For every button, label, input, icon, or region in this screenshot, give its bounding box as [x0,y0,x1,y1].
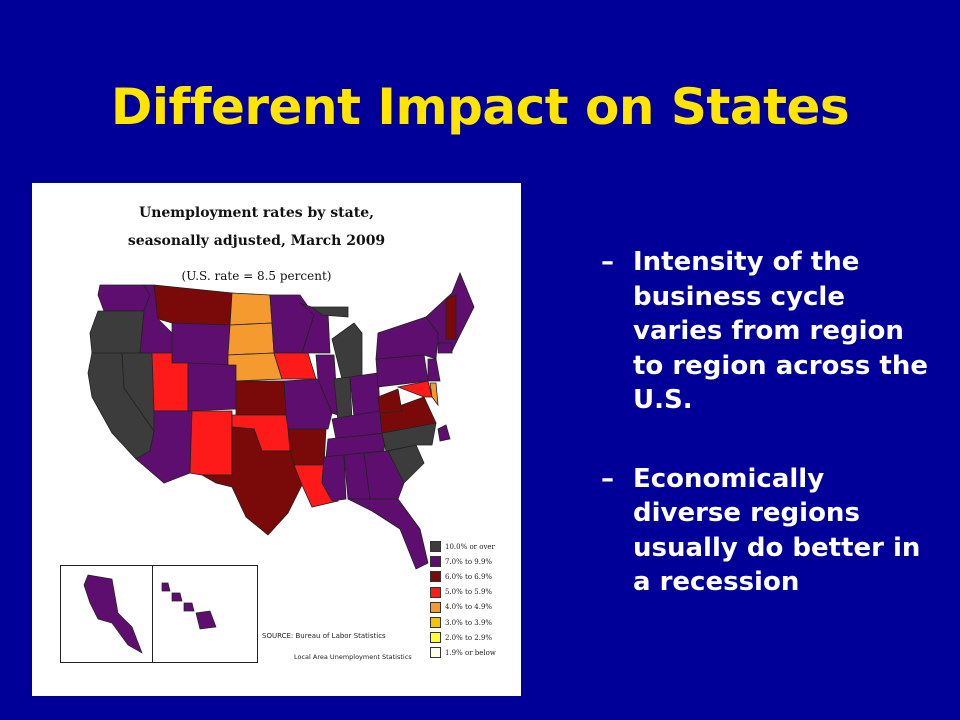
state-illinois [315,354,339,416]
legend-label: 4.0% to 4.9% [445,603,493,612]
state-delaware [429,382,439,407]
state-south-dakota [227,322,275,356]
map-title-line1: Unemployment rates by state, [139,205,374,221]
legend-item: 1.9% or below [430,645,496,660]
map-title-line2: seasonally adjusted, March 2009 [127,233,386,249]
state-kansas [235,380,287,416]
map-legend: 10.0% or over 7.0% to 9.9% 6.0% to 6.9% 5.0… [430,539,496,661]
state-north-dakota [229,292,273,326]
bullet-dash: – [601,463,614,494]
legend-item: 7.0% to 9.9% [430,554,496,569]
legend-swatch [430,647,441,659]
legend-item: 3.0% to 3.9% [430,615,496,630]
legend-swatch [430,586,441,598]
legend-swatch [430,617,441,629]
alaska-hawaii-inset-frame [60,565,258,663]
state-new-hampshire [445,294,457,340]
legend-item: 2.0% to 2.9% [430,630,496,645]
state-nebraska [227,352,283,382]
state-hawaii-4 [195,610,217,630]
state-hawaii-1 [161,582,171,592]
bullet-text: Economically diverse regions usually do … [633,463,921,598]
legend-label: 6.0% to 6.9% [445,572,493,581]
state-new-york [375,316,439,360]
legend-label: 5.0% to 5.9% [445,588,493,597]
state-oregon [89,310,145,354]
legend-item: 6.0% to 6.9% [430,569,496,584]
state-hawaii-3 [183,602,195,612]
state-alaska [83,574,143,654]
state-florida [347,498,429,570]
source-line2: Local Area Unemployment Statistics [294,653,412,661]
state-west-virginia [377,388,403,414]
state-arkansas [287,428,327,466]
state-texas [200,426,303,536]
legend-swatch [430,632,441,644]
legend-swatch [430,556,441,568]
legend-swatch [430,601,441,613]
inset-divider [152,565,153,663]
legend-swatch [430,541,441,553]
state-michigan-upper [310,306,349,318]
legend-label: 1.9% or below [445,648,496,657]
state-dc-area [437,424,451,442]
legend-item: 4.0% to 4.9% [430,600,496,615]
legend-label: 7.0% to 9.9% [445,557,493,566]
state-washington [97,284,151,312]
legend-label: 10.0% or over [445,542,495,551]
state-michigan [331,322,363,380]
slide-title: Different Impact on States [110,78,850,136]
state-virginia [379,396,437,434]
legend-item: 10.0% or over [430,539,496,554]
bullet-text: Intensity of the business cycle varies f… [633,247,928,415]
state-rhode-island-ct [437,342,453,354]
source-line1: SOURCE: Bureau of Labor Statistics [262,632,386,640]
state-hawaii-2 [171,592,183,602]
unemployment-map-panel: Unemployment rates by state, seasonally … [32,183,521,696]
state-new-jersey [427,358,441,382]
bullet-item-2: – Economically diverse regions usually d… [601,462,941,600]
us-state-map [83,271,475,654]
legend-label: 3.0% to 3.9% [445,618,493,627]
legend-item: 5.0% to 5.9% [430,585,496,600]
bullet-dash: – [601,247,614,277]
state-mississippi [321,454,347,502]
bullet-list: – Intensity of the business cycle varies… [601,245,941,600]
state-colorado [187,362,237,412]
state-montana [153,284,233,326]
bullet-item-1: – Intensity of the business cycle varies… [601,245,941,418]
state-wyoming [171,322,231,366]
map-subtitle: (U.S. rate = 8.5 percent) [181,269,332,283]
state-new-mexico [189,410,233,476]
legend-swatch [430,571,441,583]
state-ohio [349,372,381,418]
legend-label: 2.0% to 2.9% [445,633,493,642]
